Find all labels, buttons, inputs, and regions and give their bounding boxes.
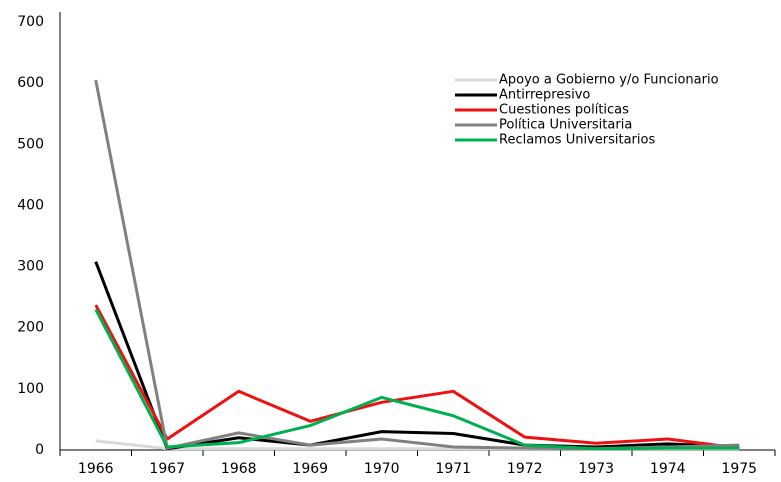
x-tick-label: 1967 bbox=[149, 461, 185, 477]
series-line bbox=[94, 304, 740, 450]
y-tick-label: 0 bbox=[35, 442, 44, 458]
y-tick-label: 700 bbox=[17, 14, 44, 30]
y-tick-label: 200 bbox=[17, 320, 44, 336]
series-line bbox=[94, 261, 740, 451]
y-tick-label: 100 bbox=[17, 381, 44, 397]
x-tick-label: 1971 bbox=[435, 461, 471, 477]
legend-label: Apoyo a Gobierno y/o Funcionario bbox=[499, 73, 719, 88]
y-tick-label: 500 bbox=[17, 136, 44, 152]
x-tick-label: 1969 bbox=[292, 461, 328, 477]
series-line bbox=[94, 308, 740, 451]
legend-label: Reclamos Universitarios bbox=[499, 133, 655, 148]
x-tick-label: 1973 bbox=[578, 461, 614, 477]
y-tick-label: 400 bbox=[17, 197, 44, 213]
x-tick-label: 1972 bbox=[507, 461, 543, 477]
legend-label: Antirrepresivo bbox=[499, 88, 590, 103]
x-tick-label: 1966 bbox=[78, 461, 114, 477]
y-tick-label: 600 bbox=[17, 75, 44, 91]
x-tick-label: 1975 bbox=[721, 461, 757, 477]
x-tick-label: 1974 bbox=[650, 461, 686, 477]
legend-label: Política Universitaria bbox=[499, 118, 632, 133]
y-tick-label: 300 bbox=[17, 259, 44, 275]
x-tick-label: 1970 bbox=[364, 461, 400, 477]
x-tick-label: 1968 bbox=[221, 461, 257, 477]
legend-label: Cuestiones políticas bbox=[499, 103, 629, 118]
